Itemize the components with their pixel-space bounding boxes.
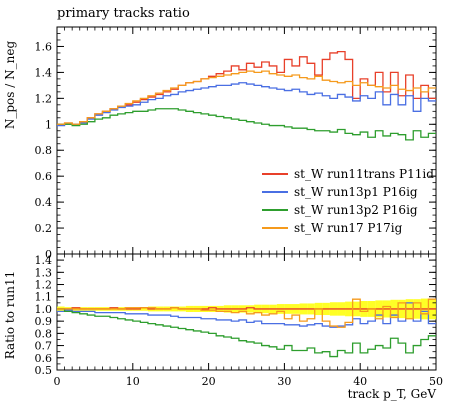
bottom-x-tick-label: 30	[277, 375, 291, 388]
bottom-panel: 0.50.60.70.80.91.01.11.21.31.4 0 10 20 30 40 5…	[35, 253, 443, 388]
bottom-y-tick-label: 0.5	[35, 364, 53, 377]
bottom-y-tick-label: 0.7	[35, 340, 53, 353]
chart-title: primary tracks ratio	[57, 6, 190, 21]
legend-label-3: st_W run17 P17ig	[294, 221, 403, 235]
bottom-uncertainty-band-bin	[246, 305, 255, 313]
x-axis-label: track p_T, GeV	[348, 387, 437, 401]
top-y-tick-label: 1	[45, 118, 52, 131]
bottom-y-axis-label: Ratio to run11	[3, 271, 17, 360]
bottom-y-tick-label: 1.2	[35, 279, 53, 292]
top-y-tick-label: 1.2	[35, 92, 53, 105]
top-y-tick-label: 0.4	[35, 196, 53, 209]
bottom-y-tick-label: 1.1	[35, 291, 53, 304]
top-series-line-2	[57, 108, 436, 141]
bottom-x-tick-label: 50	[429, 375, 443, 388]
bottom-x-tick-label: 10	[126, 375, 140, 388]
legend-label-1: st_W run13p1 P16ig	[294, 185, 418, 199]
top-y-axis-label: N_pos / N_neg	[3, 41, 17, 130]
top-panel: 0 0.2 0.4 0.6 0.8 1 1.2 1.4 1.6	[35, 26, 437, 261]
bottom-uncertainty-band-bin	[208, 305, 217, 312]
bottom-y-tick-label: 0.8	[35, 327, 53, 340]
top-plot-frame	[56, 26, 437, 255]
top-y-tick-label: 0	[45, 248, 52, 261]
top-y-tick-label: 0.6	[35, 170, 53, 183]
bottom-x-tick-label: 0	[54, 375, 61, 388]
bottom-y-tick-label: 1.3	[35, 266, 53, 279]
bottom-y-tick-label: 1.4	[35, 254, 53, 267]
bottom-y-tick-label: 0.9	[35, 315, 53, 328]
top-y-tick-label: 1.6	[35, 40, 53, 53]
top-series-line-0	[57, 50, 436, 125]
top-y-tick-label: 0.8	[35, 144, 53, 157]
bottom-series-line-0	[57, 307, 436, 310]
bottom-uncertainty-band-bin	[170, 306, 179, 312]
top-series-line-1	[57, 82, 436, 127]
legend-label-2: st_W run13p2 P16ig	[294, 203, 418, 217]
bottom-x-tick-label: 40	[353, 375, 367, 388]
legend: st_W run11trans P11id st_W run13p1 P16ig s…	[262, 167, 434, 235]
top-y-tick-label: 0.2	[35, 222, 53, 235]
top-y-tick-label: 1.4	[35, 66, 53, 79]
bottom-series-line-2	[57, 308, 436, 358]
bottom-series-line-3	[57, 298, 436, 328]
bottom-y-tick-label: 0.6	[35, 352, 53, 365]
bottom-x-tick-label: 20	[202, 375, 216, 388]
legend-label-0: st_W run11trans P11id	[294, 167, 434, 181]
top-series-line-3	[57, 70, 436, 125]
bottom-y-tick-label: 1.0	[35, 303, 53, 316]
bottom-uncertainty-band-bin	[140, 307, 148, 311]
